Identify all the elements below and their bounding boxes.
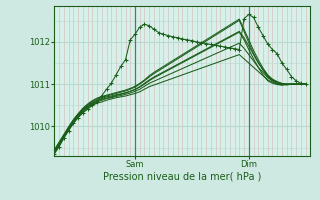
X-axis label: Pression niveau de la mer( hPa ): Pression niveau de la mer( hPa ) (103, 172, 261, 182)
